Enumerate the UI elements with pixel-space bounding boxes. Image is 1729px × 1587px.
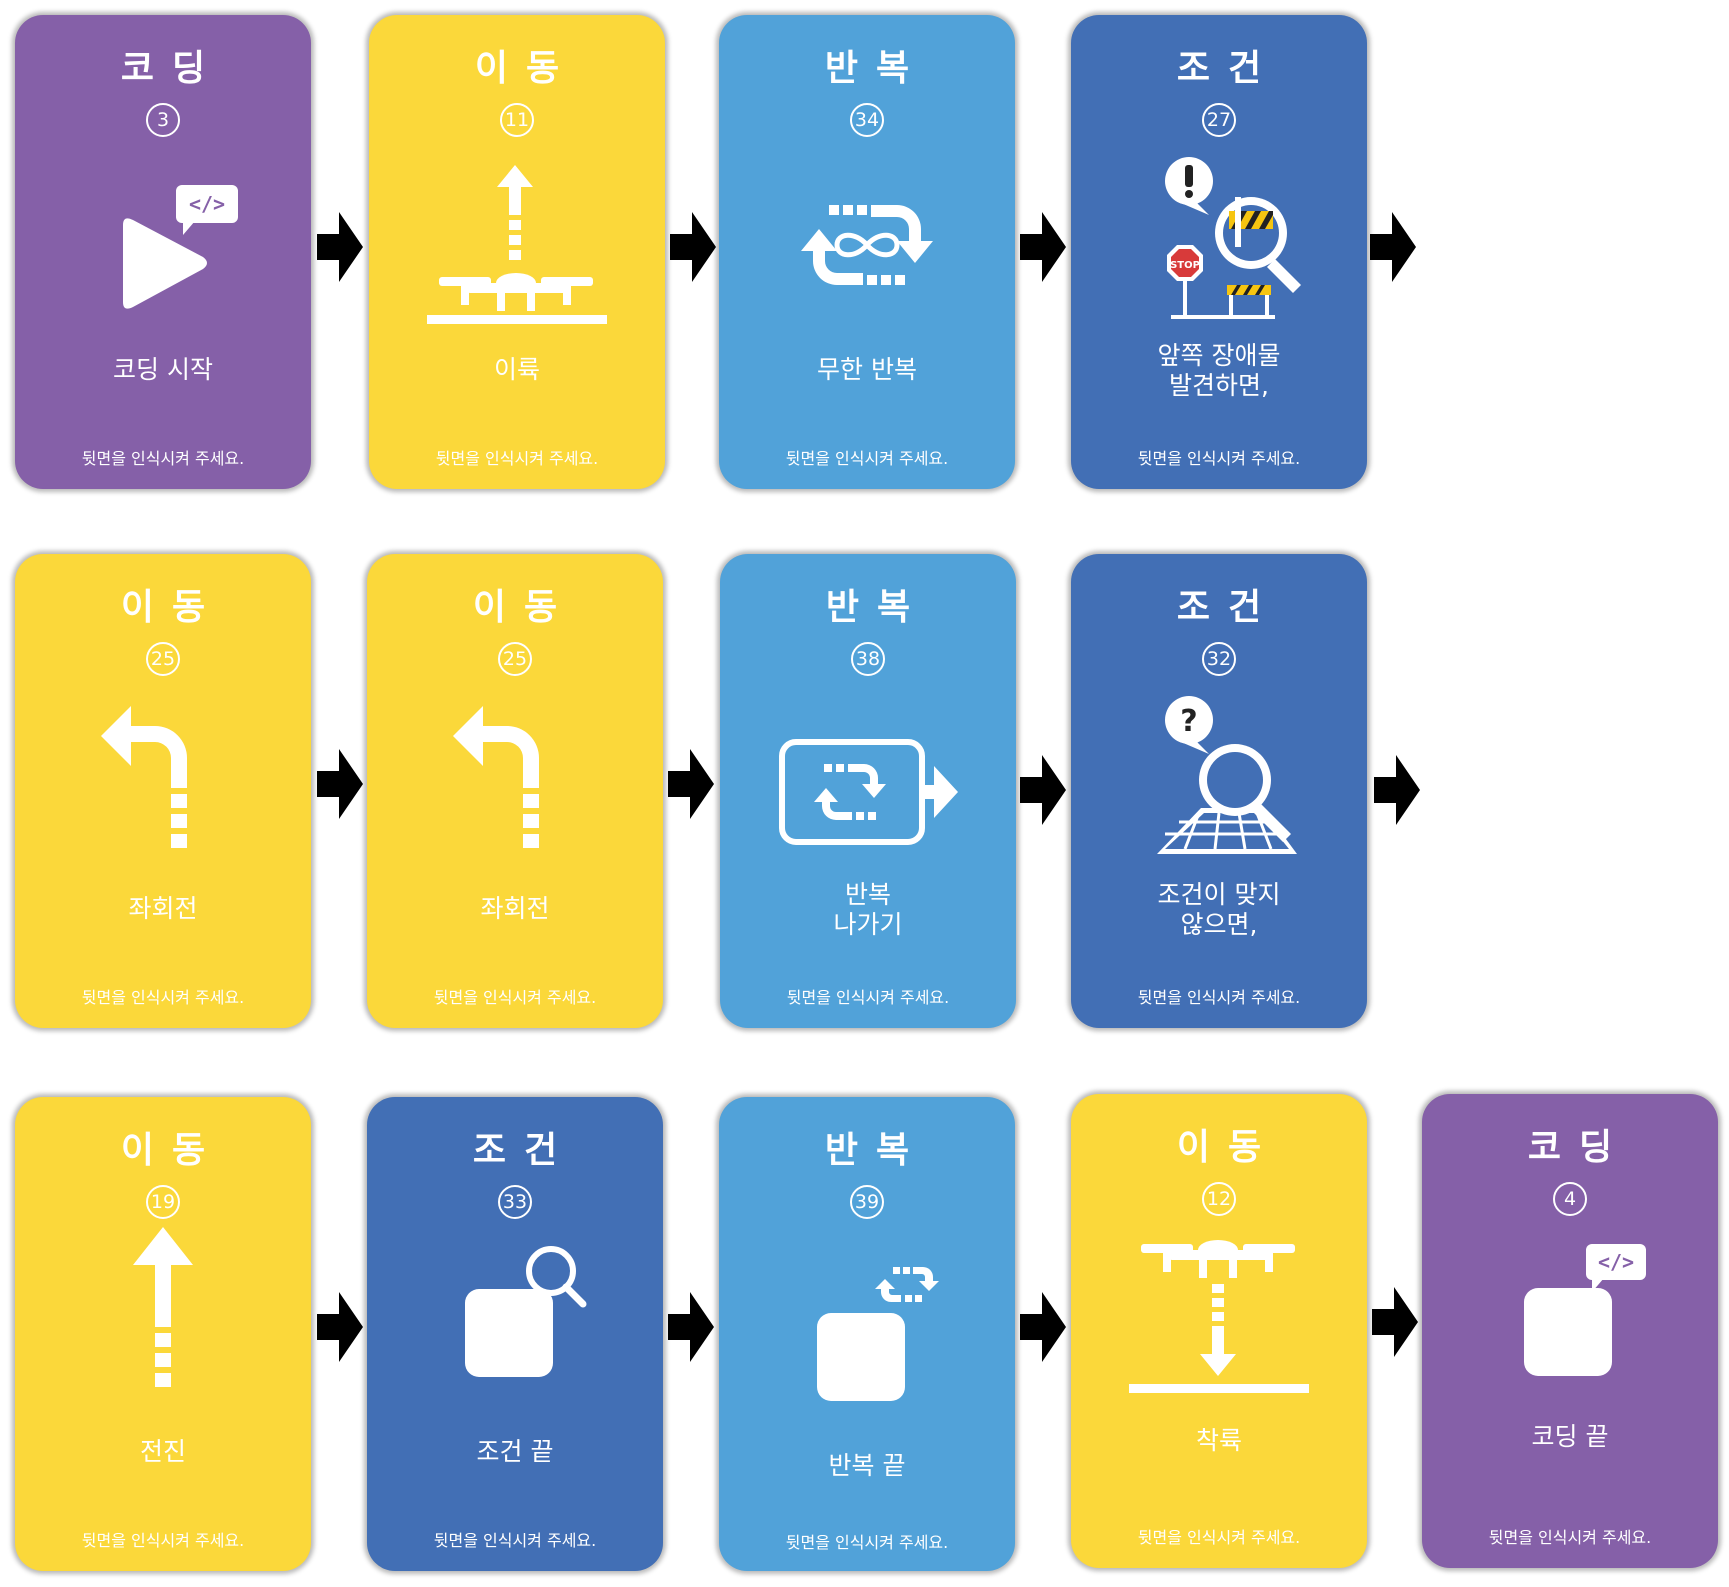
card-category: 이동 [1176, 1127, 1280, 1168]
play-code-icon: </> [63, 145, 263, 345]
card-label: 반복 끝 [828, 1451, 906, 1480]
loop-end-icon [767, 1227, 967, 1427]
drone-landing-icon [1119, 1224, 1319, 1424]
card-number: 38 [851, 642, 885, 676]
card-number: 19 [146, 1185, 180, 1219]
card-4[interactable]: 조건 27 STOP [1071, 15, 1367, 489]
card-number: 25 [498, 642, 532, 676]
card-1[interactable]: 코딩 3 </> 코딩 시작 뒷면을 인식시켜 주세요. [15, 15, 311, 489]
card-note: 뒷면을 인식시켜 주세요. [433, 1531, 597, 1550]
card-label: 조건 끝 [476, 1437, 554, 1466]
card-number: 33 [498, 1185, 532, 1219]
card-note: 뒷면을 인식시켜 주세요. [433, 988, 597, 1007]
card-9[interactable]: 이동 19 전진 뒷면을 인식시켜 주세요. [15, 1097, 311, 1571]
card-label: 좌회전 [128, 894, 198, 923]
card-category: 이동 [120, 1130, 224, 1171]
card-category: 조건 [1176, 48, 1280, 89]
card-number: 12 [1202, 1182, 1236, 1216]
svg-text:STOP: STOP [1170, 260, 1200, 271]
flow-arrow-1 [317, 212, 363, 282]
card-note: 뒷면을 인식시켜 주세요. [785, 449, 949, 468]
card-note: 뒷면을 인식시켜 주세요. [785, 1533, 949, 1552]
card-category: 이동 [120, 587, 224, 628]
card-note: 뒷면을 인식시켜 주세요. [1488, 1528, 1652, 1547]
card-note: 뒷면을 인식시켜 주세요. [1137, 1528, 1301, 1547]
card-note: 뒷면을 인식시켜 주세요. [81, 988, 245, 1007]
card-note: 뒷면을 인식시켜 주세요. [786, 988, 950, 1007]
flow-arrow-10 [668, 1292, 714, 1362]
card-7[interactable]: 반복 38 반복 나가기 뒷면을 인식시켜 주세요. [720, 554, 1016, 1028]
card-label: 무한 반복 [817, 355, 917, 384]
turn-left-icon [63, 684, 263, 884]
flow-arrow-2 [670, 212, 716, 282]
flow-arrow-6 [668, 749, 714, 819]
condition-end-icon [415, 1227, 615, 1427]
card-category: 이동 [474, 48, 578, 89]
card-category: 반복 [824, 48, 928, 89]
flow-arrow-3 [1020, 212, 1066, 282]
svg-text:</>: </> [1598, 1250, 1634, 1274]
card-number: 32 [1202, 642, 1236, 676]
card-label: 코딩 시작 [113, 355, 213, 384]
card-note: 뒷면을 인식시켜 주세요. [1137, 988, 1301, 1007]
card-label: 전진 [139, 1437, 186, 1466]
forward-arrow-icon [63, 1227, 263, 1427]
card-number: 39 [850, 1185, 884, 1219]
card-number: 34 [850, 103, 884, 137]
card-12[interactable]: 이동 12 착륙 뒷면을 인식시켜 주세요. [1071, 1094, 1367, 1568]
drone-takeoff-icon [417, 145, 617, 345]
card-11[interactable]: 반복 39 반복 끝 뒷면을 인식시켜 주세요. [719, 1097, 1015, 1571]
card-3[interactable]: 반복 34 무한 반복 뒷면을 인식시켜 주세요. [719, 15, 1015, 489]
card-label: 좌회전 [480, 894, 550, 923]
flow-arrow-7 [1020, 755, 1066, 825]
card-category: 조건 [472, 1130, 576, 1171]
card-2[interactable]: 이동 11 이륙 뒷면을 인식시켜 주세요. [369, 15, 665, 489]
card-label: 코딩 끝 [1531, 1422, 1609, 1451]
card-label: 반복 나가기 [833, 880, 903, 939]
card-note: 뒷면을 인식시켜 주세요. [1137, 449, 1301, 468]
card-13[interactable]: 코딩 4 </> 코딩 끝 뒷면을 인식시켜 주세요. [1422, 1094, 1718, 1568]
card-number: 4 [1553, 1182, 1587, 1216]
card-number: 3 [146, 103, 180, 137]
infinite-loop-icon [767, 145, 967, 345]
card-10[interactable]: 조건 33 조건 끝 뒷면을 인식시켜 주세요. [367, 1097, 663, 1571]
card-category: 반복 [825, 587, 929, 628]
obstacle-search-icon: STOP [1119, 145, 1319, 345]
card-number: 25 [146, 642, 180, 676]
flow-arrow-11 [1020, 1292, 1066, 1362]
flow-arrow-4 [1370, 212, 1416, 282]
question-search-icon: ? [1119, 684, 1319, 884]
card-category: 반복 [824, 1130, 928, 1171]
card-label: 앞쪽 장애물 발견하면, [1157, 341, 1281, 400]
coding-end-icon: </> [1470, 1224, 1670, 1424]
loop-exit-icon [768, 684, 968, 884]
card-8[interactable]: 조건 32 ? 조건이 맞지 않으면, 뒷면을 인식시켜 주세요. [1071, 554, 1367, 1028]
card-number: 27 [1202, 103, 1236, 137]
card-category: 코딩 [120, 48, 224, 89]
flow-arrow-5 [317, 749, 363, 819]
svg-text:?: ? [1180, 704, 1197, 739]
card-category: 조건 [1176, 587, 1280, 628]
card-note: 뒷면을 인식시켜 주세요. [81, 449, 245, 468]
flow-arrow-12 [1372, 1287, 1418, 1357]
card-number: 11 [500, 103, 534, 137]
card-category: 이동 [472, 587, 576, 628]
card-category: 코딩 [1527, 1127, 1631, 1168]
card-label: 착륙 [1195, 1426, 1242, 1455]
card-label: 이륙 [493, 355, 540, 384]
card-note: 뒷면을 인식시켜 주세요. [435, 449, 599, 468]
card-5[interactable]: 이동 25 좌회전 뒷면을 인식시켜 주세요. [15, 554, 311, 1028]
card-note: 뒷면을 인식시켜 주세요. [81, 1531, 245, 1550]
flow-arrow-8 [1374, 755, 1420, 825]
flow-arrow-9 [317, 1292, 363, 1362]
svg-text:</>: </> [189, 192, 225, 216]
card-label: 조건이 맞지 않으면, [1157, 880, 1281, 939]
turn-left-icon [415, 684, 615, 884]
card-6[interactable]: 이동 25 좌회전 뒷면을 인식시켜 주세요. [367, 554, 663, 1028]
